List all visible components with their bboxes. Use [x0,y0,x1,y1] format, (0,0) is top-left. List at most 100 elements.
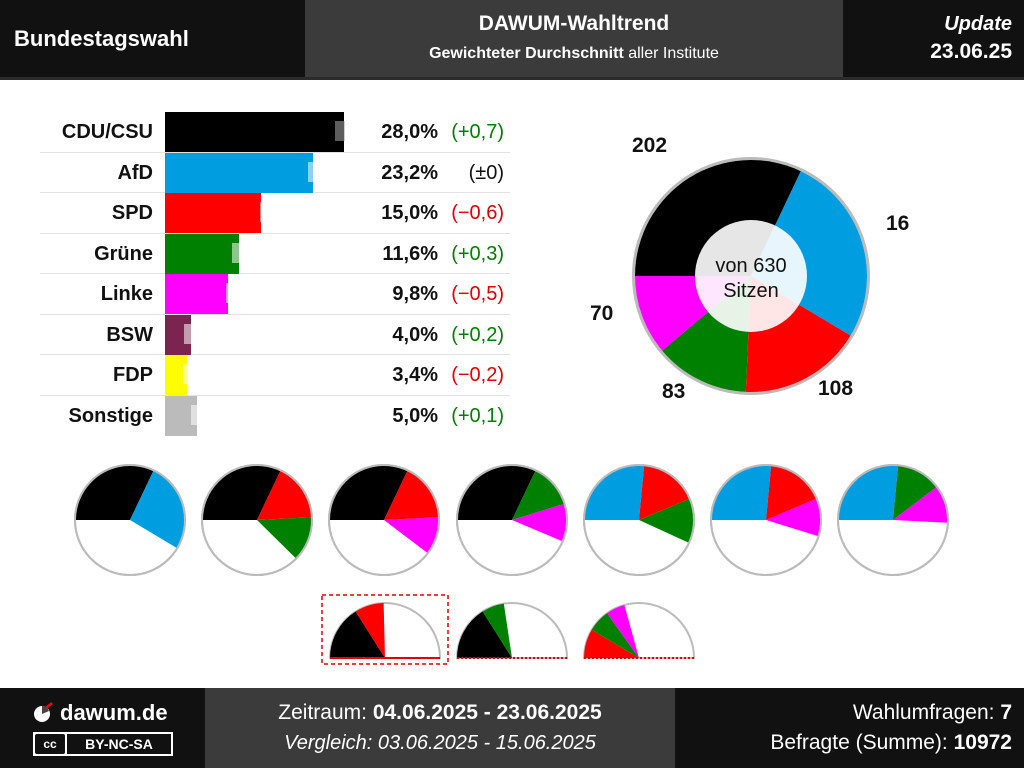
update-label: Update [944,13,1012,35]
party-row: AfD 23,2% (±0) [40,152,510,193]
respondents-value: 10972 [953,731,1012,754]
period-value: 04.06.2025 - 23.06.2025 [372,701,602,724]
coalition-pies [74,464,949,665]
coalition-slice [838,465,899,520]
coalition-slice [639,465,690,520]
logo[interactable]: dawum.de [32,700,168,726]
coalition-slice [257,517,313,559]
previous-value-marker [259,202,270,222]
seat-label: 167 [886,212,910,235]
previous-value-marker [232,242,243,263]
party-bar [165,193,261,233]
party-change: (+0,3) [451,242,504,265]
coalition-pie-outline [74,464,186,576]
header-center: DAWUM-Wahltrend Gewichteter Durchschnitt… [305,0,843,77]
period-line: Zeitraum: 04.06.2025 - 23.06.2025 [205,701,675,725]
previous-value-marker [183,364,193,384]
donut-center-label: von 630 [715,255,786,277]
party-value: 15,0% [381,202,438,224]
party-bar [165,152,314,193]
party-name: BSW [106,323,153,346]
party-change: (+0,2) [451,323,504,346]
party-value: 11,6% [382,242,438,265]
license-text: BY-NC-SA [67,734,171,754]
current-coalition-frame [321,594,449,665]
coalition-pie-outline [837,464,949,576]
previous-value-marker [334,121,345,141]
coalition-slice [607,604,639,658]
previous-value-marker [225,283,236,303]
donut-outline [632,157,870,395]
coalition-slice [457,611,512,658]
party-name: FDP [113,364,153,386]
party-bar [165,274,228,314]
party-row: CDU/CSU 28,0% (+0,7) [40,112,510,153]
party-row: BSW 4,0% (+0,2) [40,314,510,355]
coalition-pie-outline [710,464,822,576]
previous-value-marker [191,404,202,425]
header-bar: Bundestagswahl DAWUM-Wahltrend Gewichtet… [0,0,1024,80]
dawum-logo-icon [34,702,53,722]
subtitle-rest: aller Institute [623,45,719,62]
party-value: 4,0% [392,323,438,346]
coalition-slice [130,470,185,549]
coalition-slice [639,498,694,543]
coalition-slice [893,486,948,523]
party-change: (+0,7) [451,121,504,143]
party-change: (±0) [468,161,504,184]
license-badge[interactable]: cc BY-NC-SA [33,732,173,756]
party-row: Linke 9,8% (−0,5) [40,274,510,315]
polls-label: Wahlumfragen: [852,701,1001,724]
seat-label: 202 [632,134,667,157]
party-name: AfD [117,161,153,184]
seat-slice [751,171,867,336]
respondents-line: Befragte (Summe): 10972 [770,731,1012,755]
cc-icon: cc [35,734,65,754]
coalition-pie-outline [583,464,695,576]
seat-donut-chart: 202 167 108 83 70 von 630 Sitzen [590,134,921,403]
party-name: SPD [111,202,153,224]
subtitle-bold: Gewichteter Durchschnitt [429,45,624,62]
footer-period: Zeitraum: 04.06.2025 - 23.06.2025 Vergle… [205,688,675,768]
footer-branding: dawum.de cc BY-NC-SA [0,688,205,768]
coalition-pie-outline [328,464,440,576]
seat-label: 70 [590,302,613,325]
respondents-label: Befragte (Summe): [770,731,954,754]
coalition-slice [584,629,639,658]
coalition-slice [384,470,439,520]
period-label: Zeitraum: [278,701,373,724]
footer-bar: dawum.de cc BY-NC-SA Zeitraum: 04.06.202… [0,688,1024,768]
chart-subtitle: Gewichteter Durchschnitt aller Institute [305,45,843,63]
coalition-slice [512,503,568,542]
coalition-slice [766,465,817,520]
seat-distribution: 202 167 108 83 70 von 630 Sitzen [580,130,921,420]
party-name: Sonstige [68,404,153,427]
party-bar [165,233,240,274]
update-date: 23.06.25 [930,40,1012,63]
footer-stats: Wahlumfragen: 7 Befragte (Summe): 10972 [770,688,1012,768]
coalition-slice [384,517,440,554]
party-name: CDU/CSU [61,121,153,143]
party-bar [165,355,187,395]
polls-line: Wahlumfragen: 7 [770,701,1012,725]
compare-line: Vergleich: 03.06.2025 - 15.06.2025 [284,732,596,754]
coalition-pie-outline [456,464,568,576]
previous-value-marker [184,323,195,344]
coalition-slice [584,465,645,520]
party-row: FDP 3,4% (−0,2) [40,355,510,396]
party-change: (−0,2) [451,364,504,386]
party-value: 23,2% [381,161,438,184]
coalition-slice [711,465,772,520]
previous-value-marker [308,161,319,182]
party-name: Linke [100,283,153,305]
party-bar [165,112,344,152]
seat-label: 83 [662,380,685,403]
party-value: 3,4% [392,364,438,386]
coalition-slice [591,613,639,658]
party-row: Grüne 11,6% (+0,3) [40,233,510,274]
party-change: (−0,6) [451,202,504,224]
party-value: 5,0% [392,404,438,427]
party-change: (+0,1) [451,404,504,427]
party-name: Grüne [94,242,153,265]
